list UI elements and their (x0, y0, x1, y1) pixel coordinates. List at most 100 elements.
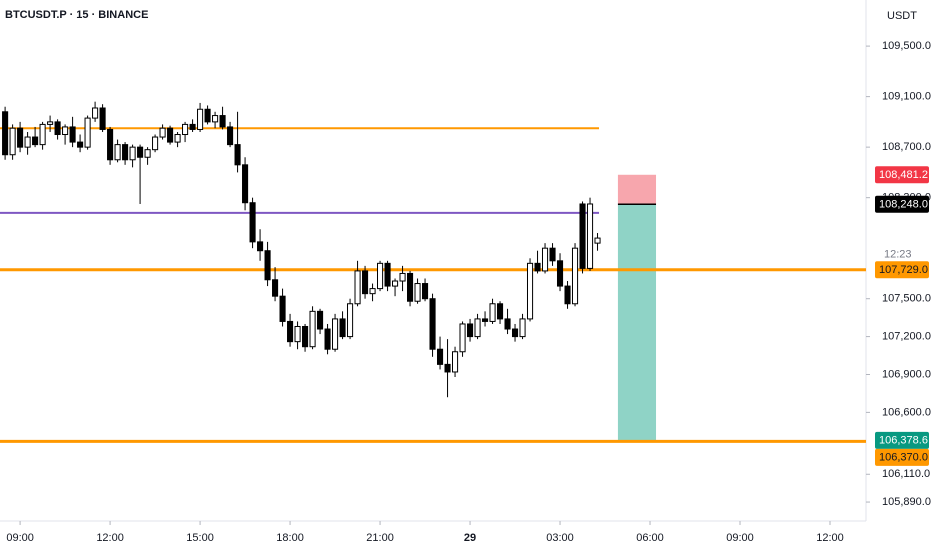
candle-body (579, 203, 586, 269)
candle-body (264, 250, 271, 281)
candle-body (54, 121, 61, 136)
x-tick-label: 06:00 (636, 532, 664, 544)
candle-body (377, 262, 384, 290)
candle-body (399, 272, 406, 282)
price-label-box (875, 166, 929, 184)
target-zone (617, 204, 657, 441)
y-tick-label: 107,200.0 (882, 331, 931, 343)
candle-body (99, 107, 106, 130)
candle-body (242, 164, 249, 204)
candle-body (496, 303, 504, 320)
candle-body (17, 127, 24, 148)
candle-body (152, 136, 159, 151)
candle-body (481, 318, 489, 322)
price-label-box (875, 448, 929, 466)
y-tick-label: 109,500.0 (882, 40, 931, 52)
candle-body (24, 136, 31, 148)
countdown-bg (875, 246, 929, 263)
candle-body (249, 202, 256, 243)
y-tick-label: 107,500.0 (882, 293, 931, 305)
x-tick-label: 15:00 (186, 532, 214, 544)
candle-body (392, 280, 399, 287)
candle-body (114, 144, 121, 161)
candle-body (556, 260, 564, 287)
y-tick-label: 106,110.0 (882, 468, 930, 480)
x-tick-label: 03:00 (546, 532, 574, 544)
candle-body (32, 136, 39, 146)
y-tick-label: 105,890.0 (882, 496, 931, 508)
x-tick-label: 12:00 (96, 532, 124, 544)
price-label: 107,729.0 (879, 264, 928, 276)
price-label: 108,248.0 (879, 199, 928, 211)
candle-body (444, 363, 451, 373)
candle-body (272, 279, 279, 297)
candle-body (474, 318, 481, 338)
candle-body (504, 318, 511, 330)
candle-body (47, 121, 54, 125)
x-tick-label: 21:00 (366, 532, 394, 544)
candle-body (39, 123, 46, 146)
candle-body (309, 310, 316, 348)
candle-body (302, 325, 309, 348)
candle-body (571, 247, 579, 305)
countdown: 12:23 (884, 249, 912, 261)
candle-body (489, 303, 496, 322)
price-label: 106,370.0 (879, 452, 928, 464)
candle-body (189, 123, 196, 130)
candle-body (159, 127, 166, 138)
candle-body (317, 310, 324, 330)
price-label: 106,378.6 (879, 435, 928, 447)
candle-body (294, 325, 301, 343)
candle-body (362, 270, 369, 295)
candle-body (107, 128, 114, 161)
candle-body (422, 283, 429, 300)
candle-body (2, 111, 9, 156)
price-label-box (875, 261, 929, 279)
y-axis-label: USDT (887, 10, 917, 22)
candle-body (541, 247, 549, 272)
candle-body (84, 117, 91, 148)
price-label: 108,481.2 (879, 169, 928, 181)
y-tick-label: 106,900.0 (882, 368, 931, 380)
candle-body (182, 123, 189, 136)
candle-body (212, 115, 219, 123)
x-tick-label: 12:00 (816, 532, 844, 544)
candle-body (279, 295, 286, 322)
y-tick-label: 109,100.0 (882, 91, 931, 103)
candle-body (219, 115, 226, 128)
candle-body (339, 318, 346, 338)
candle-body (77, 141, 84, 148)
candle-body (519, 318, 526, 338)
candle-body (526, 262, 534, 320)
candle-body (9, 127, 16, 156)
candle-body (287, 320, 294, 343)
candle-body (564, 285, 571, 305)
candle-body (129, 146, 136, 161)
candle-body (451, 351, 459, 373)
candle-body (534, 262, 541, 272)
price-label-box (875, 195, 929, 213)
candle-body (511, 328, 519, 338)
candle-body (347, 303, 354, 338)
x-tick-label: 09:00 (726, 532, 754, 544)
candle-body (137, 146, 144, 158)
candle-body (369, 288, 376, 295)
candle-body (62, 126, 69, 136)
x-tick-label: 29 (464, 532, 476, 544)
candle-body (257, 241, 264, 252)
candle-body (354, 270, 361, 305)
candle-body (234, 144, 241, 166)
candle-body (174, 134, 181, 143)
candle-body (144, 149, 151, 158)
y-tick-label: 108,700.0 (882, 141, 931, 153)
candle-body (332, 318, 339, 350)
candle-body (429, 298, 436, 350)
candle-body (407, 272, 414, 302)
candle-body (92, 107, 99, 119)
candle-body (69, 126, 76, 143)
chart-title: BTCUSDT.P · 15 · BINANCE (5, 9, 148, 21)
candle-body (227, 126, 234, 146)
candle-body (204, 108, 211, 123)
